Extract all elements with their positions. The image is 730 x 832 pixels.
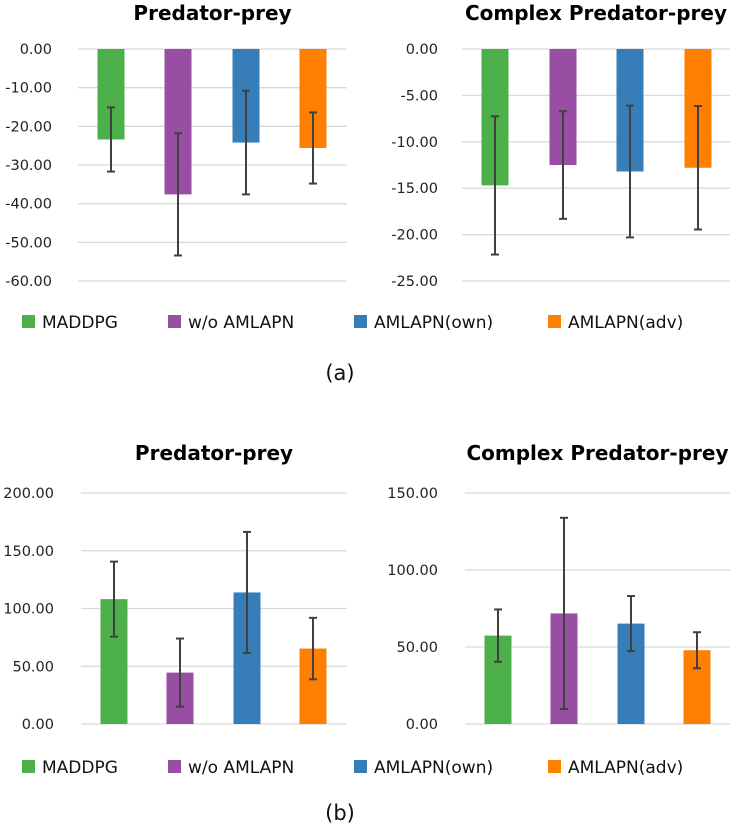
y-tick-label: 0.00 [20,42,52,58]
legend-swatch [22,760,35,773]
y-tick-label: 100.00 [3,602,54,618]
error-bar [693,631,701,670]
error-bar [176,637,184,708]
legend-swatch [168,315,181,328]
y-tick-label: -40.00 [5,197,52,213]
chart-title: Predator-prey [133,1,291,25]
legend-label: AMLAPN(adv) [568,758,683,778]
legend-label: AMLAPN(adv) [568,313,683,333]
chart-title: Complex Predator-prey [465,1,727,25]
y-tick-label: 0.00 [406,717,438,733]
legend: MADDPG w/o AMLAPN AMLAPN(own) AMLAPN(adv) [22,313,683,333]
y-tick-label: 150.00 [387,486,438,502]
error-bar [627,595,635,653]
legend-label: w/o AMLAPN [188,313,294,333]
chart-title: Complex Predator-prey [466,441,728,465]
y-tick-label: -25.00 [391,274,438,290]
error-bar [243,530,251,654]
legend-label: MADDPG [42,313,118,333]
legend-label: AMLAPN(own) [374,313,493,333]
y-tick-label: -50.00 [5,235,52,251]
legend-swatch [354,315,367,328]
legend-swatch [168,760,181,773]
y-tick-label: -30.00 [5,158,52,174]
y-tick-label: 50.00 [12,659,54,675]
legend-label: w/o AMLAPN [188,758,294,778]
legend-swatch [548,315,561,328]
y-tick-label: 0.00 [22,717,54,733]
error-bar [626,104,634,239]
y-tick-label: -15.00 [391,181,438,197]
panel-label-a: (a) [325,361,354,385]
legend-swatch [354,760,367,773]
error-bar [560,516,568,711]
error-bar [107,106,115,173]
error-bar [694,105,702,231]
y-tick-label: 50.00 [396,640,438,656]
error-bar [494,608,502,663]
error-bar [559,110,567,220]
y-tick-label: -10.00 [5,81,52,97]
y-tick-label: 150.00 [3,544,54,560]
error-bar [309,111,317,185]
legend-swatch [548,760,561,773]
legend-label: MADDPG [42,758,118,778]
y-tick-label: 0.00 [406,42,438,58]
chart-3: Predator-prey 200.00 150.00 100.00 50.00 0.00 [3,441,347,733]
y-tick-label: 100.00 [387,563,438,579]
legend-swatch [22,315,35,328]
y-tick-label: -20.00 [5,119,52,135]
y-tick-label: 200.00 [3,486,54,502]
error-bar [110,560,118,638]
error-bar [242,89,250,196]
chart-4: Complex Predator-prey 150.00 100.00 50.00 0.… [387,441,730,733]
y-tick-label: -10.00 [391,135,438,151]
y-tick-label: -60.00 [5,274,52,290]
legend: MADDPG w/o AMLAPN AMLAPN(own) AMLAPN(adv) [22,758,683,778]
y-tick-label: -20.00 [391,228,438,244]
error-bar [309,616,317,681]
y-tick-label: -5.00 [400,88,438,104]
error-bar [174,132,182,257]
chart-title: Predator-prey [135,441,293,465]
chart-2: Complex Predator-prey 0.00 -5.00 -10.00 -15.… [391,1,730,290]
chart-1: Predator-prey 0.00 -10.00 -20.00 -30.00 -40.0… [5,1,347,290]
legend-label: AMLAPN(own) [374,758,493,778]
panel-label-b: (b) [325,801,355,825]
error-bar [491,115,499,256]
